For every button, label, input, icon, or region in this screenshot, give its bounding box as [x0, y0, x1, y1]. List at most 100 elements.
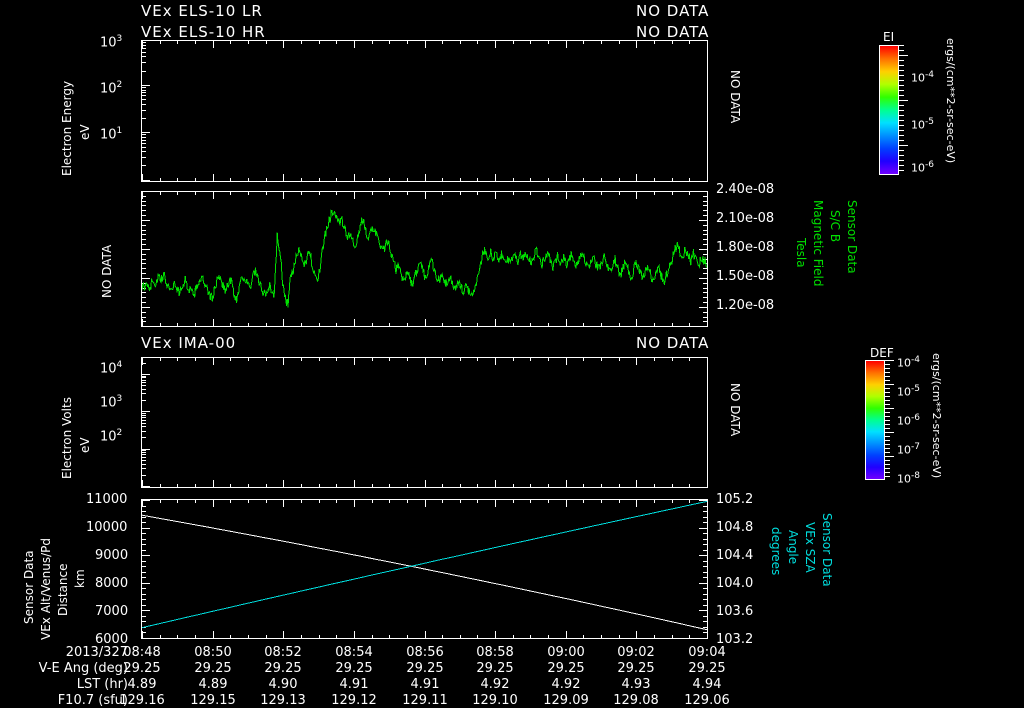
panel2-ytick-1: 2.10e-08 [716, 211, 775, 226]
footer-f107-7: 129.08 [613, 693, 659, 708]
panel2-ytick-0: 2.40e-08 [716, 182, 775, 197]
footer-lst-5: 4.92 [480, 677, 510, 692]
footer-lst-7: 4.93 [621, 677, 651, 692]
panel1-header-left-hr: VEx ELS-10 HR [141, 23, 266, 41]
panel4-ytick-right-3: 104.0 [716, 576, 754, 591]
colorbar-def-title: DEF [870, 346, 894, 360]
footer-row-label-ve-ang: V-E Ang (deg) [38, 661, 128, 676]
footer-ve-ang-0: 29.25 [123, 661, 161, 676]
colorbar-def-tick-4: 10-8 [897, 471, 920, 486]
panel4-ytick-right-5: 103.2 [716, 632, 754, 647]
colorbar-def-tick-1: 10-5 [897, 384, 920, 399]
footer-ve-ang-5: 29.25 [476, 661, 514, 676]
footer-lst-1: 4.89 [198, 677, 228, 692]
footer-ve-ang-7: 29.25 [617, 661, 655, 676]
panel3-header-left: VEx IMA-00 [141, 334, 237, 352]
panel3-ytick-0: 104 [100, 360, 123, 377]
footer-lst-8: 4.94 [692, 677, 722, 692]
footer-lst-0: 4.89 [127, 677, 157, 692]
panel3-ytick-1: 103 [100, 394, 123, 411]
panel-electron-energy[interactable] [141, 40, 708, 182]
footer-time-7: 09:02 [617, 645, 655, 660]
footer-ve-ang-4: 29.25 [406, 661, 444, 676]
footer-time-2: 08:52 [264, 645, 302, 660]
panel4-left-label-km: km [73, 569, 87, 588]
colorbar-def-tick-2: 10-6 [897, 413, 920, 428]
panel2-right-label-sensor-data: Sensor Data [845, 200, 859, 274]
footer-time-6: 09:00 [547, 645, 585, 660]
footer-time-0: 08:48 [123, 645, 161, 660]
colorbar-ei-tick-1: 10-5 [911, 117, 934, 132]
panel4-right-label-angle: Angle [786, 530, 800, 565]
panel4-ytick-right-0: 105.2 [716, 492, 754, 507]
panel2-ytick-4: 1.20e-08 [716, 298, 775, 313]
panel2-right-label-magnetic-field: Magnetic Field [811, 200, 825, 287]
panel1-header-right-lr: NO DATA [636, 2, 710, 20]
footer-lst-2: 4.90 [268, 677, 298, 692]
panel4-ytick-left-1: 10000 [86, 520, 128, 535]
panel4-left-label-distance: Distance [56, 563, 70, 616]
footer-time-4: 08:56 [406, 645, 444, 660]
footer-lst-3: 4.91 [339, 677, 369, 692]
colorbar-ei-unit: ergs/(cm**2-sr-sec-eV) [944, 38, 957, 164]
panel4-ytick-left-2: 9000 [95, 548, 129, 563]
footer-row-label-lst: LST (hr) [76, 677, 128, 692]
colorbar-ei-tick-0: 10-4 [911, 70, 934, 85]
panel1-ylabel-main: Electron Energy [60, 80, 74, 176]
panel1-right-note: NO DATA [728, 70, 742, 124]
panel4-left-label-alt: VEx Alt/Venus/Pd [39, 537, 53, 640]
panel2-ytick-2: 1.80e-08 [716, 240, 775, 255]
footer-f107-3: 129.12 [331, 693, 377, 708]
colorbar-def-tick-3: 10-7 [897, 442, 920, 457]
panel-electron-volts[interactable] [141, 357, 708, 488]
footer-lst-4: 4.91 [410, 677, 440, 692]
footer-row-label-date: 2013/327 [65, 645, 128, 660]
panel3-ylabel-unit: eV [78, 437, 92, 453]
panel3-ytick-2: 102 [100, 428, 123, 445]
panel4-ytick-left-3: 8000 [95, 576, 129, 591]
footer-f107-8: 129.06 [684, 693, 730, 708]
panel4-right-label-degrees: degrees [769, 527, 783, 576]
colorbar-def [865, 360, 885, 480]
panel4-ytick-left-5: 6000 [95, 632, 129, 647]
panel3-ylabel-main: Electron Volts [60, 397, 74, 479]
panel1-header-left-lr: VEx ELS-10 LR [141, 2, 263, 20]
panel2-right-label-scb: S/C B [828, 210, 842, 243]
panel1-ytick-1: 102 [100, 80, 123, 97]
panel2-ytick-3: 1.50e-08 [716, 269, 775, 284]
colorbar-def-unit: ergs/(cm**2-sr-sec-eV) [930, 353, 943, 479]
footer-ve-ang-3: 29.25 [335, 661, 373, 676]
footer-f107-0: 129.16 [119, 693, 165, 708]
panel4-right-label-sensor-data: Sensor Data [820, 513, 834, 587]
panel4-right-label-sza: VEx SZA [803, 522, 817, 573]
footer-f107-6: 129.09 [543, 693, 589, 708]
panel3-header-right: NO DATA [636, 334, 710, 352]
footer-ve-ang-6: 29.25 [547, 661, 585, 676]
panel2-right-label-tesla: Tesla [794, 238, 808, 268]
panel1-header-right-hr: NO DATA [636, 23, 710, 41]
panel3-right-note: NO DATA [728, 383, 742, 437]
panel1-ytick-0: 103 [100, 34, 123, 51]
footer-ve-ang-2: 29.25 [264, 661, 302, 676]
colorbar-ei [879, 45, 899, 175]
panel-magnetic-field[interactable] [141, 191, 708, 327]
panel1-ylabel-unit: eV [78, 124, 92, 140]
panel4-ytick-right-4: 103.6 [716, 604, 754, 619]
footer-time-3: 08:54 [335, 645, 373, 660]
footer-f107-2: 129.13 [260, 693, 306, 708]
panel2-left-note: NO DATA [100, 244, 114, 298]
footer-lst-6: 4.92 [551, 677, 581, 692]
footer-time-8: 09:04 [688, 645, 726, 660]
footer-f107-4: 129.11 [402, 693, 448, 708]
footer-ve-ang-1: 29.25 [194, 661, 232, 676]
panel4-ytick-right-1: 104.8 [716, 520, 754, 535]
footer-time-1: 08:50 [194, 645, 232, 660]
panel4-ytick-right-2: 104.4 [716, 548, 754, 563]
footer-time-5: 08:58 [476, 645, 514, 660]
footer-f107-5: 129.10 [472, 693, 518, 708]
footer-ve-ang-8: 29.25 [688, 661, 726, 676]
panel4-ytick-left-0: 11000 [86, 492, 128, 507]
colorbar-ei-tick-2: 10-6 [911, 160, 934, 175]
panel4-ytick-left-4: 7000 [95, 604, 129, 619]
